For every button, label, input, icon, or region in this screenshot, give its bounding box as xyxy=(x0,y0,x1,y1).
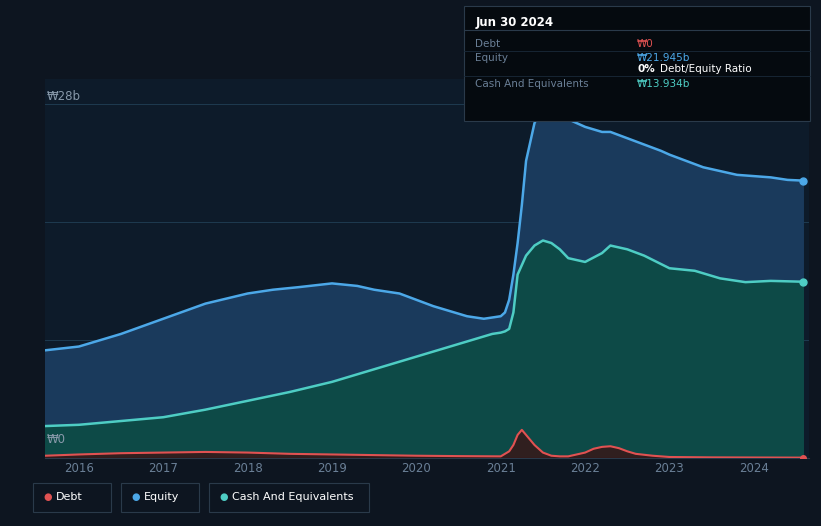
Text: Cash And Equivalents: Cash And Equivalents xyxy=(232,492,353,502)
Text: Equity: Equity xyxy=(475,53,508,64)
Text: ₩13.934b: ₩13.934b xyxy=(637,78,690,89)
Text: 0%: 0% xyxy=(637,64,655,75)
Text: ●: ● xyxy=(219,492,227,502)
Text: Debt: Debt xyxy=(56,492,83,502)
Text: ₩21.945b: ₩21.945b xyxy=(637,53,690,64)
Text: Jun 30 2024: Jun 30 2024 xyxy=(475,16,553,29)
Text: Equity: Equity xyxy=(144,492,179,502)
Text: ●: ● xyxy=(131,492,140,502)
Text: ₩28b: ₩28b xyxy=(47,90,80,103)
Text: Cash And Equivalents: Cash And Equivalents xyxy=(475,78,589,89)
Text: ●: ● xyxy=(44,492,52,502)
Text: ₩0: ₩0 xyxy=(47,433,66,446)
Text: Debt: Debt xyxy=(475,39,501,49)
Text: ₩0: ₩0 xyxy=(637,39,654,49)
Text: Debt/Equity Ratio: Debt/Equity Ratio xyxy=(660,64,752,75)
